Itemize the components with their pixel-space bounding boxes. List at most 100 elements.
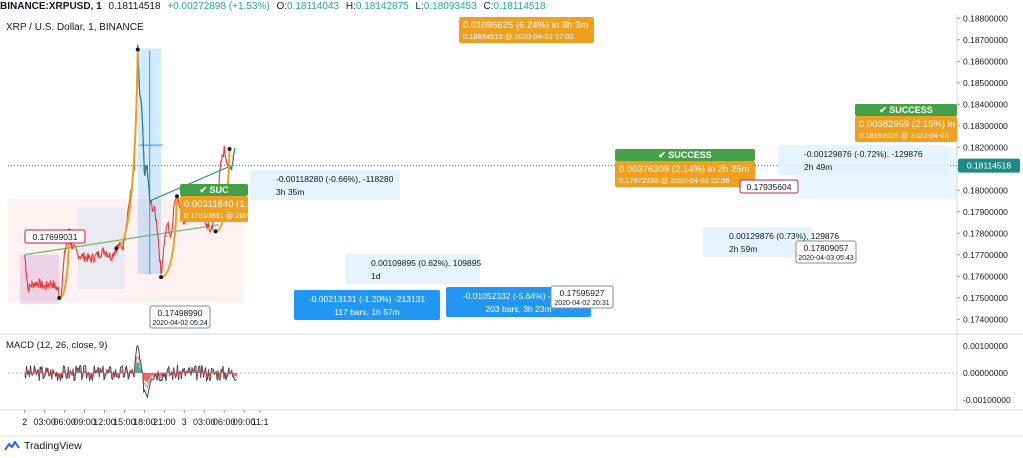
low-label: L: <box>415 1 424 12</box>
macd-y-tick-label: 0.00000000 <box>963 368 1008 378</box>
x-tick-label: 18:00 <box>133 417 156 427</box>
x-tick-label: 09:00 <box>233 417 256 427</box>
x-tick-label: 2 <box>22 417 27 427</box>
chart-subtitle: XRP / U.S. Dollar, 1, BINANCE <box>6 22 144 33</box>
x-tick-label: 21:00 <box>153 417 176 427</box>
macd-label: MACD (12, 26, close, 9) <box>6 340 108 351</box>
last-price: 0.18114518 <box>108 1 161 12</box>
range-box-6-line1: 0.00129876 (0.73%), 129876 <box>729 231 839 241</box>
projection-box-1-badge-text: ✔ SUC <box>199 185 229 195</box>
y-tick-label: 0.18200000 <box>963 142 1008 152</box>
tradingview-logo-icon <box>4 441 20 451</box>
projection-curve-3-start <box>159 275 164 280</box>
projection-curve-2-start <box>114 246 119 251</box>
projection-curve-4-start <box>213 229 218 234</box>
projection-box-4-badge <box>855 104 957 116</box>
price-label-mid-text: 0.17935604 <box>747 182 792 192</box>
x-tick-label: 3 <box>182 417 187 427</box>
projection-box-2-main: 0.01095625 (6.24%) in 3h 3m <box>463 20 588 31</box>
x-tick-label: 06:00 <box>53 417 76 427</box>
x-tick-label: 09:00 <box>73 417 96 427</box>
range-box-1-line2: 3h 35m <box>276 187 304 197</box>
y-tick-label: 0.17500000 <box>963 293 1008 303</box>
range-box-1-line1: -0.00118280 (-0.66%), -118280 <box>276 174 394 184</box>
range-box-4-line2: 203 bars, 3h 23m <box>485 304 551 314</box>
y-tick-label: 0.17700000 <box>963 250 1008 260</box>
projection-curve-3-end <box>174 194 179 199</box>
x-tick-label: 15:00 <box>113 417 136 427</box>
y-tick-label: 0.18500000 <box>963 78 1008 88</box>
projection-box-4-sub: 0.18192026 @ 2020-04-03 <box>859 131 949 140</box>
macd-y-tick-label: 0.00100000 <box>963 341 1008 351</box>
projection-curve-2-end <box>135 47 140 52</box>
projection-box-1-badge <box>180 184 248 196</box>
price-label-trough-date: 2020-04-02 20:31 <box>554 300 609 307</box>
range-box-6 <box>703 227 813 257</box>
y-tick-label: 0.18800000 <box>963 13 1008 23</box>
open-value: 0.18114043 <box>287 1 340 12</box>
projection-box-2-sub: 0.18654919 @ 2020-04-02 17:03 <box>463 32 574 41</box>
projection-box-3-main: 0.00376309 (2.14%) in 2h 25m <box>619 164 750 175</box>
range-box-3-line1: -0.00213131 (-1.20%) -213131 <box>309 294 426 304</box>
x-tick-label: 12:00 <box>93 417 116 427</box>
projection-box-1-sub: 0.17810831 @ 202 <box>184 211 248 220</box>
projection-box-4-main: 0.00382969 (2.15%) in <box>859 119 955 130</box>
price-label-start <box>24 229 86 244</box>
price-label-right-low-text: 0.17809057 <box>804 243 849 253</box>
high-value: 0.18142875 <box>355 1 409 12</box>
price-label-low <box>149 305 211 329</box>
trend-line <box>24 224 219 256</box>
brand-name: TradingView <box>24 440 82 452</box>
projection-box-3-badge <box>615 149 755 161</box>
macd-signal-line <box>24 356 237 389</box>
range-box-1 <box>250 170 400 200</box>
symbol-name[interactable]: BINANCE:XRPUSD, 1 <box>0 1 102 12</box>
y-tick-label: 0.18300000 <box>963 121 1008 131</box>
range-box-5-line1: -0.00129876 (-0.72%), -129876 <box>804 149 923 159</box>
range-box-6-line2: 2h 59m <box>729 244 757 254</box>
price-label-trough-text: 0.17595927 <box>560 288 605 298</box>
projection-box-3-sub: 0.17972235 @ 2020-04-02 22:56 <box>619 176 730 185</box>
close-value: 0.18114518 <box>493 1 546 12</box>
projection-curve-3 <box>160 196 178 279</box>
tradingview-brand[interactable]: TradingView <box>4 438 82 454</box>
projection-box-4 <box>855 116 957 142</box>
price-label-low-text: 0.17498990 <box>158 308 203 318</box>
range-box-2 <box>345 254 480 284</box>
projection-curve-1-start <box>57 295 62 300</box>
x-tick-label: 03:00 <box>193 417 216 427</box>
last-price-tag <box>958 158 1020 173</box>
x-tick-label: 03:00 <box>33 417 56 427</box>
range-box-3 <box>294 290 440 320</box>
projection-box-3-badge-text: ✔ SUCCESS <box>658 150 712 160</box>
price-change: +0.00272898 (+1.53%) <box>167 1 270 12</box>
y-tick-label: 0.17400000 <box>963 314 1008 324</box>
price-label-mid <box>739 179 799 194</box>
range-box-4-line1: -0.01052332 (-5.64%) -10523 <box>463 291 575 301</box>
y-tick-label: 0.18600000 <box>963 56 1008 66</box>
x-tick-label: 11:1 <box>252 417 269 427</box>
last-price-tag-text: 0.18114518 <box>967 161 1012 171</box>
range-box-5 <box>778 145 948 175</box>
price-label-right-low-date: 2020-04-03 05:43 <box>798 255 853 262</box>
range-box-3-line2: 117 bars, 1h 57m <box>334 307 400 317</box>
projection-box-3 <box>615 161 755 187</box>
y-tick-label: 0.18400000 <box>963 99 1008 109</box>
high-label: H: <box>345 1 356 12</box>
projection-curve-2 <box>116 49 139 250</box>
open-label: O: <box>276 1 287 12</box>
price-label-low-date: 2020-04-02 05:24 <box>152 320 207 327</box>
projection-box-1 <box>180 196 248 222</box>
projection-box-4-badge-text: ✔ SUCCESS <box>879 105 933 115</box>
y-tick-label: 0.17800000 <box>963 228 1008 238</box>
price-label-right-low <box>795 240 857 264</box>
projection-curve-4-end <box>227 146 232 151</box>
projection-box-1-main: 0.00311840 (1. <box>184 199 247 210</box>
price-label-trough <box>550 285 614 309</box>
low-value: 0.18093453 <box>423 1 477 12</box>
projection-box-2 <box>459 17 594 43</box>
y-tick-label: 0.17900000 <box>963 207 1008 217</box>
y-tick-label: 0.17600000 <box>963 271 1008 281</box>
range-box-2-line1: 0.00109895 (0.62%), 109895 <box>371 258 481 268</box>
